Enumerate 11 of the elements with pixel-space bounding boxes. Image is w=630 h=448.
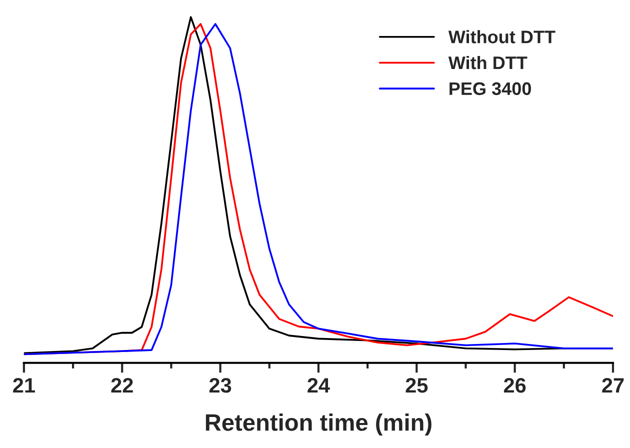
x-tick-label: 23 xyxy=(209,378,232,393)
x-tick-label: 21 xyxy=(13,378,35,393)
x-tick-label: 25 xyxy=(406,378,428,393)
x-tick-label: 27 xyxy=(602,378,624,393)
legend-label: Without DTT xyxy=(448,30,556,44)
legend-label: PEG 3400 xyxy=(450,82,531,96)
x-tick-label: 24 xyxy=(308,378,330,393)
x-tick-label: 22 xyxy=(111,378,133,393)
x-axis-title: Retention time (min) xyxy=(206,414,432,436)
x-tick-label: 26 xyxy=(504,378,526,393)
legend-label: With DTT xyxy=(448,56,528,70)
